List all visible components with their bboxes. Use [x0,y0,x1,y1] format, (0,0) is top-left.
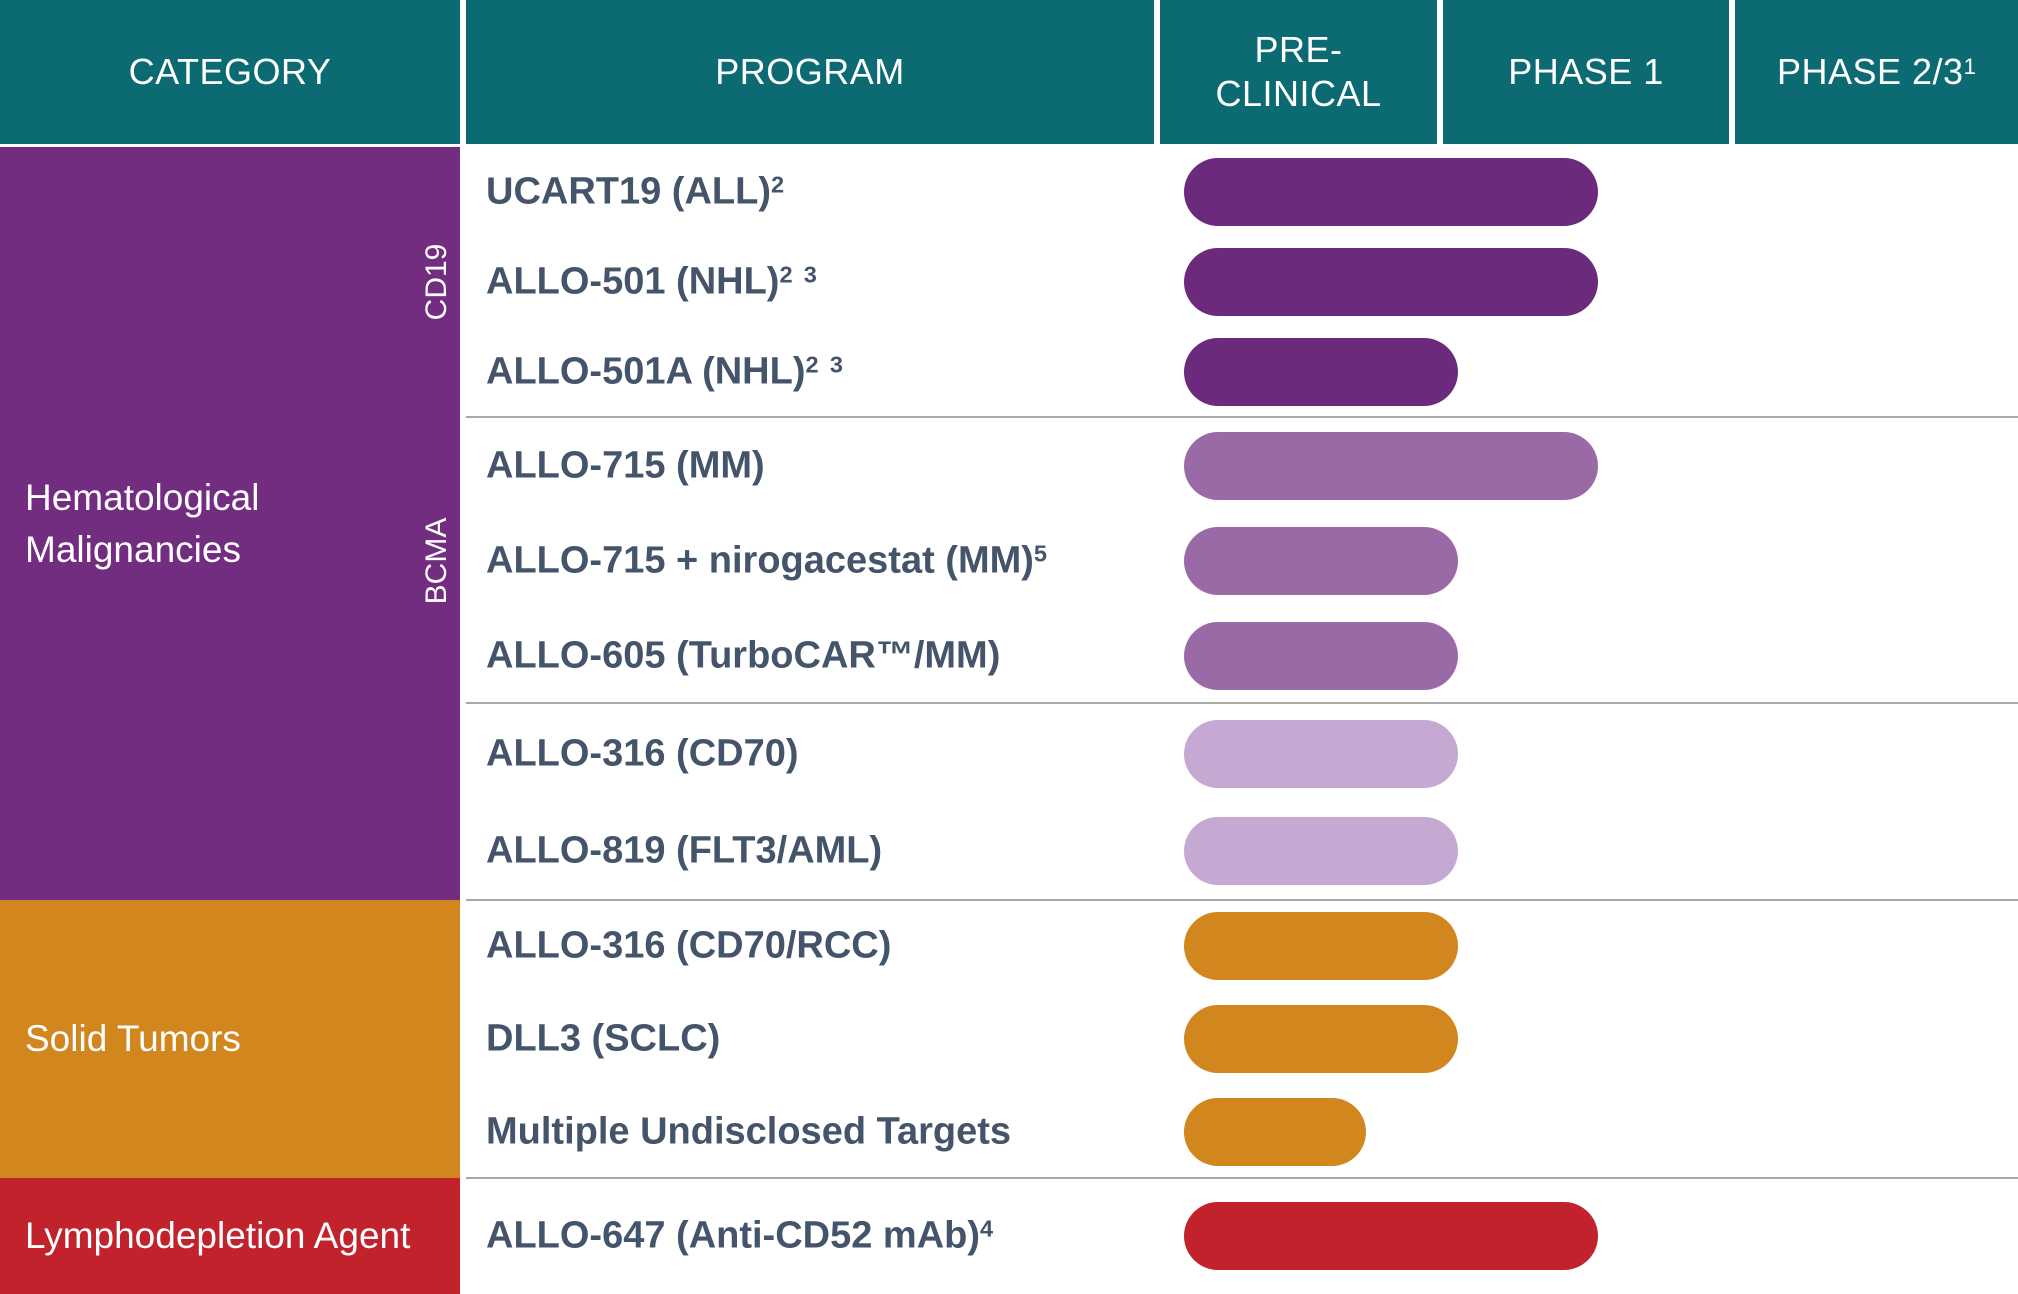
program-footnote-marker: 2 3 [805,351,846,378]
category-cell-hematological-malignancies: Hematological Malignancies [0,147,460,900]
program-name: DLL3 (SCLC) [486,1017,721,1060]
program-name: ALLO-605 (TurboCAR™/MM) [486,634,1001,677]
program-footnote-marker: 2 [770,171,787,198]
category-cell-lymphodepletion-agent: Lymphodepletion Agent [0,1178,460,1294]
program-label: ALLO-819 (FLT3/AML) [486,830,882,873]
pipeline-stage-bar [1184,432,1598,501]
header-label: PROGRAM [715,51,905,93]
category-label: Lymphodepletion Agent [25,1215,411,1257]
program-name: ALLO-501A (NHL) [486,350,806,393]
header-cell-category: CATEGORY [0,0,460,144]
program-label: ALLO-605 (TurboCAR™/MM) [486,634,1000,677]
program-name: ALLO-316 (CD70/RCC) [486,924,892,967]
pipeline-stage-bar [1184,1202,1598,1270]
group-separator-line [466,702,2018,704]
program-label: ALLO-501 (NHL)2 3 [486,261,819,304]
header-label: CLINICAL [1215,73,1382,114]
header-cell-program: PROGRAM [466,0,1154,144]
program-label: ALLO-316 (CD70) [486,732,799,775]
group-separator-line [466,1177,2018,1179]
program-name: ALLO-647 (Anti-CD52 mAb) [486,1214,981,1257]
header-label: PHASE 2/3 [1776,51,1964,93]
program-label: ALLO-715 + nirogacestat (MM)5 [486,540,1049,583]
pipeline-stage-bar [1184,912,1458,981]
header-cell-phase1: PHASE 1 [1443,0,1729,144]
program-footnote-marker: 4 [980,1215,996,1242]
group-separator-line [466,899,2018,901]
program-label: DLL3 (SCLC) [486,1018,720,1061]
pipeline-stage-bar [1184,1005,1458,1073]
category-label: Solid Tumors [25,1018,241,1060]
program-label: ALLO-316 (CD70/RCC) [486,925,891,968]
program-footnote-marker: 5 [1033,540,1050,567]
header-label: CATEGORY [128,51,332,93]
header-footnote-marker: 1 [1963,54,1976,80]
group-separator-line [466,416,2018,418]
header-cell-preclinical: PRE- CLINICAL [1160,0,1437,144]
category-cell-solid-tumors: Solid Tumors [0,900,460,1178]
subcategory-label-cd19: CD19 [420,243,453,321]
pipeline-stage-bar [1184,1097,1366,1166]
program-label: ALLO-715 (MM) [486,445,765,488]
pipeline-stage-bar [1184,338,1458,406]
program-name: ALLO-501 (NHL) [486,260,780,303]
subcategory-label-bcma: BCMA [420,517,453,605]
program-name: ALLO-316 (CD70) [486,732,799,775]
header-label: PHASE 1 [1508,51,1664,93]
header-label: PRE- [1254,29,1343,71]
program-label: ALLO-647 (Anti-CD52 mAb)4 [486,1215,995,1258]
category-label: Malignancies [25,528,241,570]
pipeline-stage-bar [1184,719,1458,788]
pipeline-stage-bar [1184,158,1598,226]
program-label: ALLO-501A (NHL)2 3 [486,351,845,394]
pipeline-stage-bar [1184,621,1458,690]
program-label: UCART19 (ALL)2 [486,171,786,214]
program-name: Multiple Undisclosed Targets [486,1110,1012,1153]
program-name: ALLO-715 (MM) [486,444,765,487]
pipeline-stage-bar [1184,527,1458,595]
category-label: Hematological [25,477,260,519]
program-name: UCART19 (ALL) [486,170,771,213]
program-label: Multiple Undisclosed Targets [486,1110,1011,1153]
header-cell-phase23: PHASE 2/31 [1735,0,2018,144]
program-name: ALLO-715 + nirogacestat (MM) [486,539,1034,582]
pipeline-stage-bar [1184,248,1598,316]
pipeline-stage-bar [1184,817,1458,886]
program-footnote-marker: 2 3 [779,261,820,288]
program-name: ALLO-819 (FLT3/AML) [486,829,883,872]
